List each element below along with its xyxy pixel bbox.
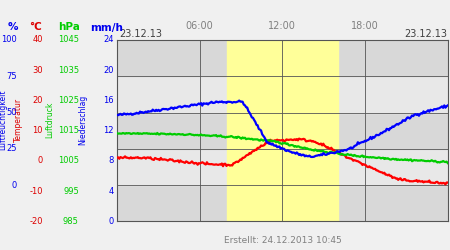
Text: Niederschlag: Niederschlag — [79, 95, 88, 145]
Text: Luftdruck: Luftdruck — [45, 102, 54, 138]
Text: 0: 0 — [12, 180, 17, 190]
Text: 40: 40 — [32, 36, 43, 44]
Text: hPa: hPa — [58, 22, 81, 32]
Text: 20: 20 — [103, 66, 113, 75]
Bar — [117, 149, 448, 185]
Text: %: % — [8, 22, 18, 32]
Bar — [117, 185, 448, 221]
Text: -20: -20 — [29, 217, 43, 226]
Text: 10: 10 — [32, 126, 43, 135]
Text: 30: 30 — [32, 66, 43, 75]
Text: 1005: 1005 — [58, 156, 79, 165]
Text: 50: 50 — [7, 108, 17, 117]
Text: 995: 995 — [63, 186, 79, 196]
Text: 16: 16 — [103, 96, 113, 105]
Text: 25: 25 — [7, 144, 17, 153]
Text: 24: 24 — [103, 36, 113, 44]
Text: 1035: 1035 — [58, 66, 79, 75]
Text: 23.12.13: 23.12.13 — [119, 29, 162, 39]
Text: 8: 8 — [108, 156, 113, 165]
Bar — [117, 112, 448, 149]
Text: 06:00: 06:00 — [186, 21, 214, 31]
Text: 75: 75 — [6, 72, 17, 81]
Text: 4: 4 — [108, 186, 113, 196]
Text: 0: 0 — [37, 156, 43, 165]
Text: Luftfeuchtigkeit: Luftfeuchtigkeit — [0, 90, 8, 150]
Text: mm/h: mm/h — [90, 22, 123, 32]
Text: -10: -10 — [29, 186, 43, 196]
Bar — [227, 40, 338, 221]
Text: 23.12.13: 23.12.13 — [404, 29, 447, 39]
Text: 18:00: 18:00 — [351, 21, 379, 31]
Text: 12:00: 12:00 — [269, 21, 296, 31]
Text: 100: 100 — [1, 36, 17, 44]
Text: 1015: 1015 — [58, 126, 79, 135]
Text: 20: 20 — [32, 96, 43, 105]
Bar — [117, 40, 448, 76]
Bar — [117, 76, 448, 112]
Text: 1025: 1025 — [58, 96, 79, 105]
Text: 0: 0 — [108, 217, 113, 226]
Text: °C: °C — [29, 22, 42, 32]
Text: 1045: 1045 — [58, 36, 79, 44]
Text: 985: 985 — [63, 217, 79, 226]
Text: Temperatur: Temperatur — [14, 98, 22, 142]
Text: 12: 12 — [103, 126, 113, 135]
Text: Erstellt: 24.12.2013 10:45: Erstellt: 24.12.2013 10:45 — [224, 236, 341, 245]
